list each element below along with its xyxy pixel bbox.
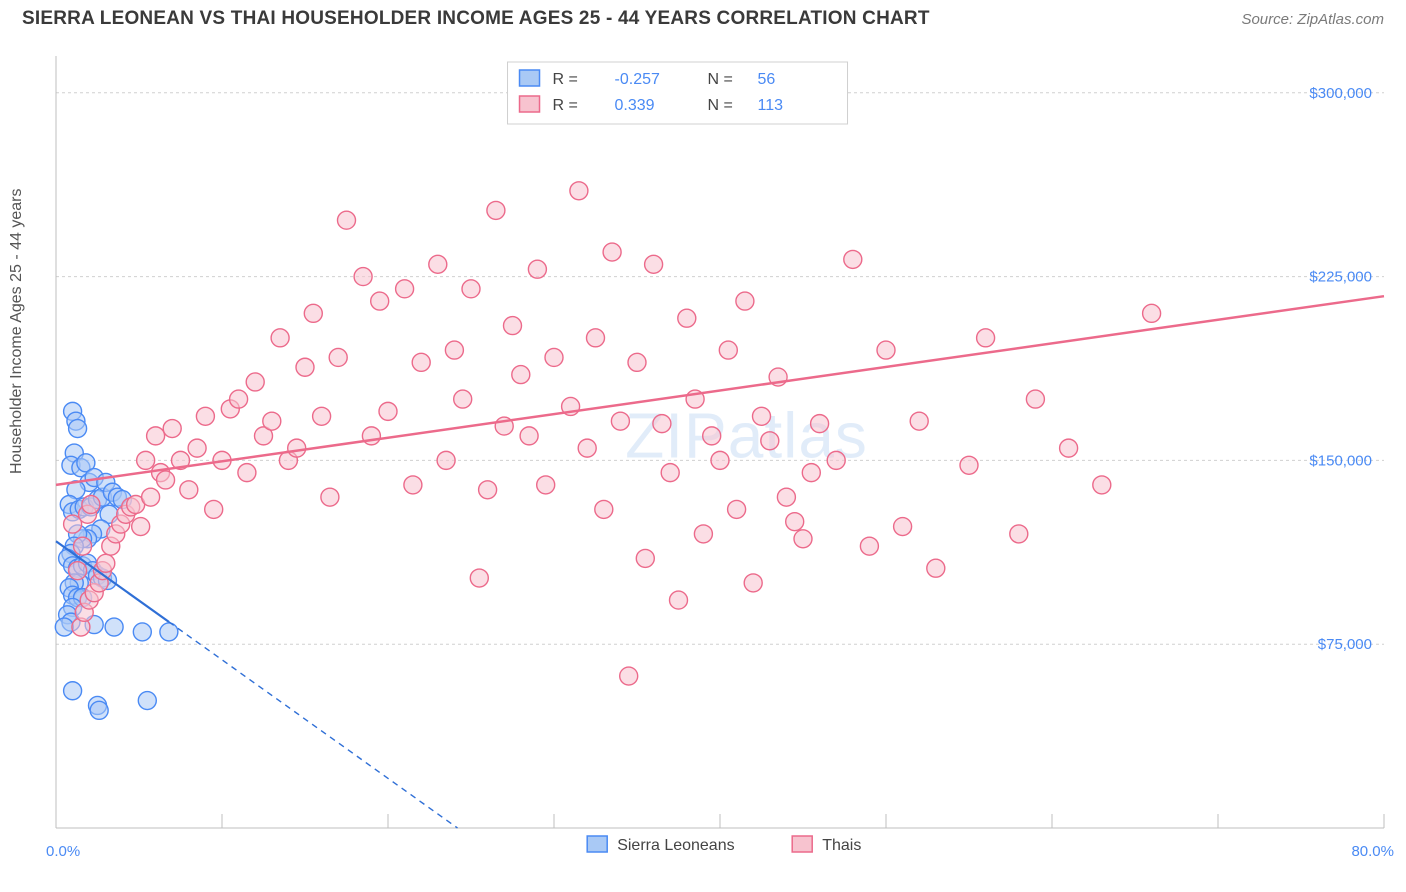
svg-text:Thais: Thais <box>822 837 861 854</box>
svg-text:$75,000: $75,000 <box>1318 636 1372 653</box>
chart-title: SIERRA LEONEAN VS THAI HOUSEHOLDER INCOM… <box>22 8 930 30</box>
svg-text:0.339: 0.339 <box>615 97 655 114</box>
svg-text:$300,000: $300,000 <box>1309 85 1372 102</box>
chart-area: Householder Income Ages 25 - 44 years ZI… <box>0 44 1406 892</box>
svg-text:Sierra Leoneans: Sierra Leoneans <box>617 837 734 854</box>
svg-text:0.0%: 0.0% <box>46 843 80 860</box>
legend-stats: R = -0.257 N = 56 R = 0.339 N = 113 <box>508 62 848 124</box>
svg-text:113: 113 <box>758 97 784 114</box>
svg-text:56: 56 <box>758 71 776 88</box>
source-label: Source: ZipAtlas.com <box>1241 11 1384 28</box>
svg-text:R =: R = <box>553 97 578 114</box>
svg-text:R =: R = <box>553 71 578 88</box>
svg-text:-0.257: -0.257 <box>615 71 660 88</box>
series-sierra-leoneans <box>55 402 178 719</box>
svg-text:$225,000: $225,000 <box>1309 269 1372 286</box>
scatter-plot: ZIPatlas$75,000$150,000$225,000$300,0000… <box>0 44 1406 892</box>
svg-text:N =: N = <box>708 71 733 88</box>
svg-text:$150,000: $150,000 <box>1309 452 1372 469</box>
y-axis-label: Householder Income Ages 25 - 44 years <box>8 189 26 475</box>
series-thais <box>64 182 1161 685</box>
svg-text:N =: N = <box>708 97 733 114</box>
svg-text:80.0%: 80.0% <box>1351 843 1394 860</box>
legend-series: Sierra Leoneans Thais <box>587 836 861 854</box>
